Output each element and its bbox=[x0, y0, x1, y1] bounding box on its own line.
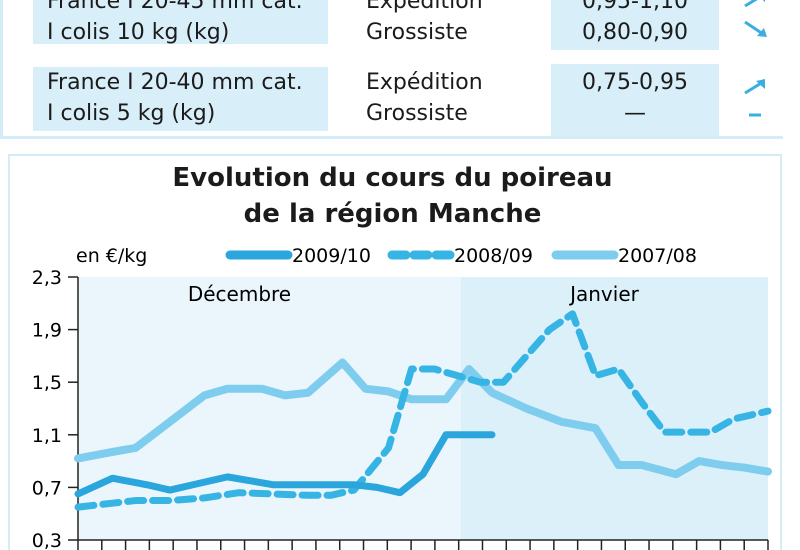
y-tick-label: 0,3 bbox=[32, 530, 62, 550]
chart-title: Evolution du cours du poireau de la régi… bbox=[0, 160, 785, 232]
period-label-december: Décembre bbox=[188, 282, 291, 306]
y-tick-label: 1,5 bbox=[32, 372, 62, 394]
legend: 2009/10 2008/09 2007/08 bbox=[225, 245, 697, 267]
trend-up-icon bbox=[744, 79, 765, 95]
price-cell: 0,75-0,95 — bbox=[551, 67, 719, 131]
legend-label: 2007/08 bbox=[618, 245, 697, 267]
price-line-1: 0,75-0,95 bbox=[582, 70, 688, 95]
product-line-1: France I 20-45 mm cat. bbox=[47, 0, 303, 14]
trend-icons bbox=[744, 79, 765, 117]
y-tick-label: 1,9 bbox=[32, 320, 62, 342]
product-cell: France I 20-45 mm cat. I colis 10 kg (kg… bbox=[33, 0, 328, 45]
trend-cell bbox=[719, 67, 791, 131]
price-line-2: 0,80-0,90 bbox=[582, 20, 688, 45]
chart-title-line-2: de la région Manche bbox=[243, 199, 542, 229]
y-tick-label: 0,7 bbox=[32, 477, 62, 499]
stage-line-1: Expédition bbox=[366, 0, 483, 14]
stage-cell: Expédition Grossiste bbox=[328, 67, 551, 131]
row-separator bbox=[13, 50, 783, 64]
stage-cell: Expédition Grossiste bbox=[328, 0, 551, 45]
price-table: France I 20-45 mm cat. I colis 10 kg (kg… bbox=[0, 0, 791, 139]
january-background bbox=[460, 277, 768, 540]
series-line-2007-08 bbox=[74, 358, 772, 479]
trend-icons bbox=[744, 0, 767, 37]
chart-title-line-1: Evolution du cours du poireau bbox=[172, 163, 613, 193]
trend-up-icon bbox=[744, 0, 765, 8]
product-line-2: I colis 5 kg (kg) bbox=[47, 101, 216, 126]
x-axis bbox=[77, 539, 769, 550]
legend-label: 2008/09 bbox=[454, 245, 533, 267]
legend-label: 2009/10 bbox=[292, 245, 371, 267]
product-cell: France I 20-40 mm cat. I colis 5 kg (kg) bbox=[33, 67, 328, 131]
y-tick-label: 2,3 bbox=[32, 267, 62, 289]
series-line-2009-10 bbox=[74, 431, 496, 498]
product-line-2: I colis 10 kg (kg) bbox=[47, 20, 230, 45]
stage-line-1: Expédition bbox=[366, 70, 483, 95]
y-tick-label: 1,1 bbox=[32, 425, 62, 447]
stage-line-2: Grossiste bbox=[366, 101, 468, 126]
y-axis: 2,3 1,9 1,5 1,1 0,7 0,3 bbox=[32, 267, 79, 550]
period-label-january: Janvier bbox=[568, 282, 640, 306]
price-line-2: — bbox=[624, 101, 646, 126]
product-line-1: France I 20-40 mm cat. bbox=[47, 70, 303, 95]
trend-down-icon bbox=[744, 20, 767, 37]
series-line-2008-09 bbox=[74, 310, 772, 511]
stage-line-2: Grossiste bbox=[366, 20, 468, 45]
price-line-1: 0,95-1,10 bbox=[582, 0, 688, 14]
series-layer bbox=[74, 310, 772, 511]
y-axis-label: en €/kg bbox=[76, 245, 147, 267]
trend-cell bbox=[719, 0, 791, 44]
